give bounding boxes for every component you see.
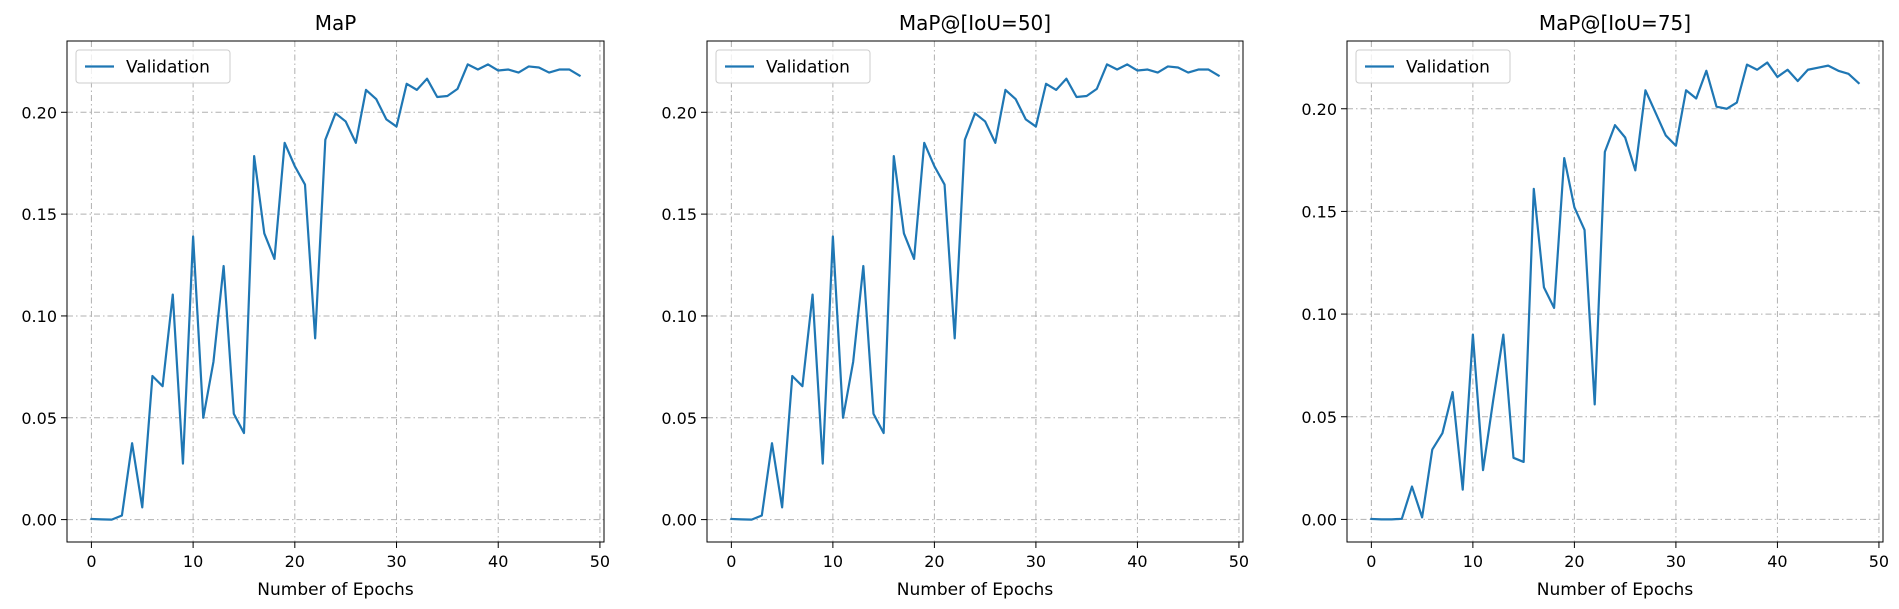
chart-panel-1: 0 10 20 30 40 50 0.00 0.05 0.10 0.15 0.20 MaP Number… <box>21 11 610 600</box>
x-tick-label: 20 <box>285 552 305 571</box>
x-tick-label: 0 <box>86 552 96 571</box>
legend-entry-label: Validation <box>126 58 210 78</box>
y-tick-label: 0.15 <box>661 205 697 224</box>
axes-frame <box>1346 40 1884 543</box>
y-tick-label: 0.00 <box>21 511 57 530</box>
x-tick-label: 40 <box>1127 552 1147 571</box>
series-line-1 <box>1370 61 1861 521</box>
y-tick-label: 0.10 <box>661 307 697 326</box>
x-axis-label: Number of Epochs <box>1537 580 1694 600</box>
x-axis-label: Number of Epochs <box>897 580 1054 600</box>
x-tick-label: 0 <box>1366 552 1376 571</box>
series-line-1 <box>730 63 1221 521</box>
x-tick-label: 30 <box>1026 552 1046 571</box>
y-tick-label: 0.00 <box>661 511 697 530</box>
y-tick-label: 0.10 <box>1301 305 1337 324</box>
chart-title: MaP@[IoU=50] <box>899 11 1051 35</box>
x-tick-label: 50 <box>590 552 610 571</box>
y-tick-label: 0.20 <box>661 103 697 122</box>
x-tick-label: 40 <box>488 552 508 571</box>
legend-box <box>1355 49 1511 84</box>
chart-title: MaP@[IoU=75] <box>1539 11 1691 35</box>
x-tick-label: 50 <box>1229 552 1249 571</box>
legend: Validation <box>715 49 871 84</box>
y-tick-label: 0.05 <box>21 409 57 428</box>
y-tick-label: 0.05 <box>661 409 697 428</box>
legend-box <box>75 49 231 84</box>
x-tick-label: 20 <box>1564 552 1584 571</box>
x-axis-label: Number of Epochs <box>257 580 414 600</box>
legend-entry-label: Validation <box>766 58 850 78</box>
legend: Validation <box>1355 49 1511 84</box>
x-tick-label: 10 <box>183 552 203 571</box>
y-tick-label: 0.20 <box>1301 100 1337 119</box>
chart-title: MaP <box>315 11 357 35</box>
y-tick-label: 0.10 <box>21 307 57 326</box>
x-tick-label: 20 <box>924 552 944 571</box>
y-tick-label: 0.20 <box>21 103 57 122</box>
series-line-1 <box>90 63 582 521</box>
x-tick-label: 10 <box>1463 552 1483 571</box>
chart-panel-2: 0 10 20 30 40 50 0.00 0.05 0.10 0.15 0.20 MaP@[IoU=… <box>661 11 1249 600</box>
y-tick-label: 0.15 <box>21 205 57 224</box>
axes-frame <box>66 40 605 543</box>
legend-entry-label: Validation <box>1406 58 1490 78</box>
chart-panel-3: 0 10 20 30 40 50 0.00 0.05 0.10 0.15 0.20 MaP@[IoU=… <box>1301 11 1889 600</box>
x-tick-label: 10 <box>823 552 843 571</box>
x-tick-label: 50 <box>1869 552 1889 571</box>
y-tick-label: 0.15 <box>1301 202 1337 221</box>
legend: Validation <box>75 49 231 84</box>
legend-box <box>715 49 871 84</box>
axes-frame <box>706 40 1244 543</box>
x-tick-label: 30 <box>1666 552 1686 571</box>
y-tick-label: 0.05 <box>1301 408 1337 427</box>
x-tick-label: 40 <box>1767 552 1787 571</box>
y-tick-label: 0.00 <box>1301 510 1337 529</box>
x-tick-label: 0 <box>726 552 736 571</box>
x-tick-label: 30 <box>386 552 406 571</box>
